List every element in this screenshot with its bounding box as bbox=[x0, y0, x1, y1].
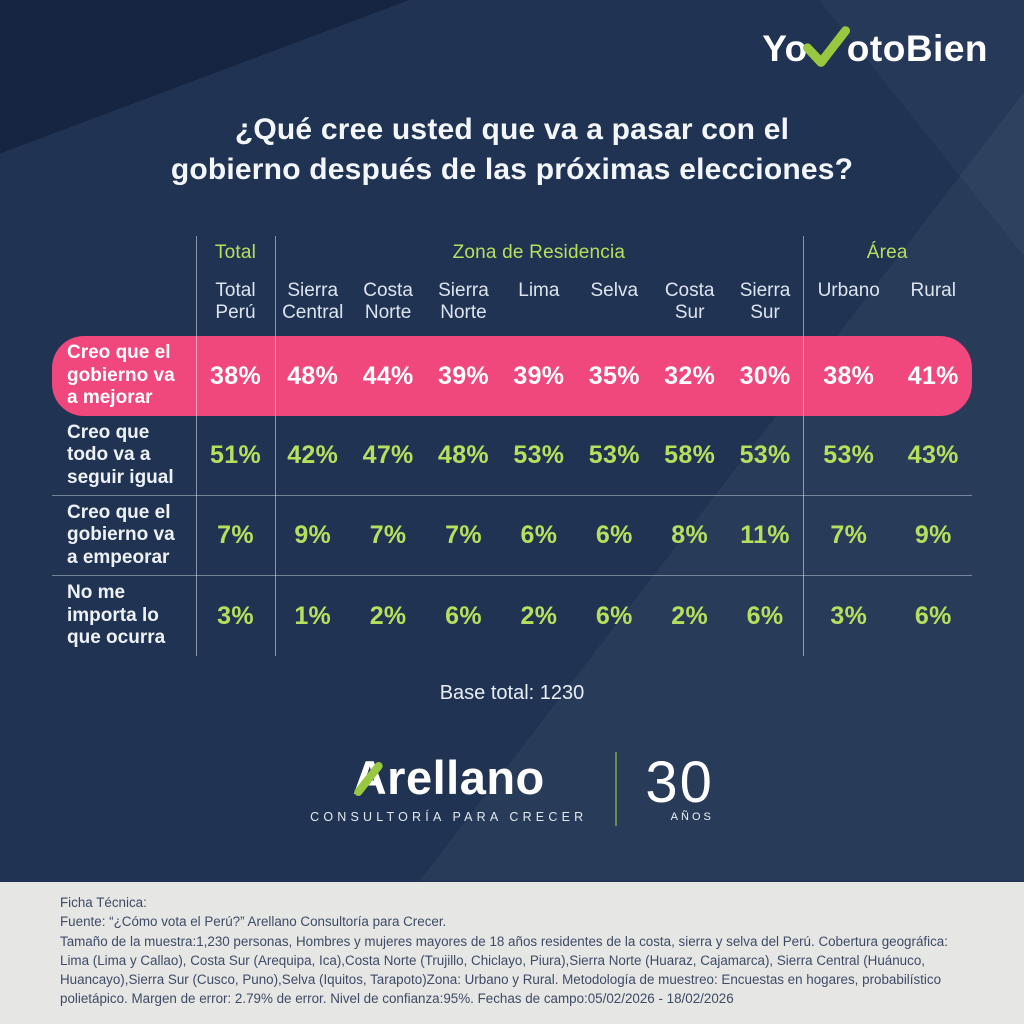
row-label: Creo que todo va a seguir igual bbox=[67, 421, 174, 488]
column-header: Sierra Sur bbox=[739, 280, 791, 323]
column-header-row: Total Perú Sierra Central Costa Norte Sierr… bbox=[52, 270, 972, 336]
value-cell: 38% bbox=[823, 361, 875, 390]
column-header: Selva bbox=[590, 280, 639, 301]
value-cell: 53% bbox=[588, 441, 640, 469]
arellano-wordmark: Arellano bbox=[352, 751, 545, 804]
column-divider bbox=[803, 236, 804, 656]
value-cell: 2% bbox=[369, 601, 407, 630]
column-divider bbox=[275, 236, 276, 656]
value-cell: 47% bbox=[362, 441, 414, 469]
value-cell: 58% bbox=[664, 441, 716, 469]
value-cell: 44% bbox=[362, 361, 414, 390]
value-cell: 48% bbox=[438, 441, 489, 469]
value-cell: 3% bbox=[217, 601, 254, 630]
value-cell: 9% bbox=[294, 521, 332, 549]
anniversary-badge: 30 AÑOS bbox=[645, 749, 714, 824]
value-cell: 3% bbox=[830, 601, 868, 630]
yovotobien-logo: Yo otoBien bbox=[762, 26, 988, 67]
value-cell: 6% bbox=[595, 601, 633, 630]
value-cell: 48% bbox=[287, 361, 339, 390]
value-cell: 8% bbox=[671, 521, 709, 549]
value-cell: 38% bbox=[210, 361, 261, 390]
value-cell: 53% bbox=[739, 441, 791, 469]
column-header: Costa Norte bbox=[363, 280, 413, 323]
value-cell: 30% bbox=[739, 361, 791, 390]
table-row: Creo que el gobierno va a empeorar 7% 9% 7%… bbox=[52, 496, 972, 576]
row-label: Creo que el gobierno va a empeorar bbox=[67, 501, 175, 568]
value-cell: 7% bbox=[830, 521, 868, 549]
arellano-name: Arellano bbox=[352, 751, 545, 804]
row-label: No me importa lo que ocurra bbox=[67, 582, 166, 649]
arellano-logo: Arellano CONSULTORÍA PARA CRECER bbox=[310, 754, 587, 824]
value-cell: 6% bbox=[445, 601, 482, 630]
column-header: Urbano bbox=[817, 280, 880, 301]
value-cell: 2% bbox=[671, 601, 709, 630]
table-row: Creo que todo va a seguir igual 51% 42% 47%… bbox=[52, 416, 972, 496]
logo-text-otobien: otoBien bbox=[846, 28, 988, 69]
value-cell: 42% bbox=[287, 441, 339, 469]
column-header: Costa Sur bbox=[664, 280, 715, 323]
ficha-text: Ficha Técnica: Fuente: “¿Cómo vota el Pe… bbox=[60, 895, 948, 1007]
group-header: Área bbox=[866, 242, 908, 263]
ficha-tecnica: Ficha Técnica: Fuente: “¿Cómo vota el Pe… bbox=[0, 882, 1024, 1024]
value-cell: 51% bbox=[210, 441, 261, 469]
value-cell: 43% bbox=[907, 441, 959, 469]
header-spacer bbox=[52, 270, 196, 336]
value-cell: 35% bbox=[588, 361, 640, 390]
group-header: Total bbox=[214, 242, 257, 263]
base-total: Base total: 1230 bbox=[439, 682, 585, 704]
column-header: Lima bbox=[518, 280, 560, 301]
column-divider bbox=[196, 236, 197, 656]
row-label: Creo que el gobierno va a mejorar bbox=[67, 342, 175, 409]
value-cell: 7% bbox=[369, 521, 407, 549]
anniversary-unit: AÑOS bbox=[670, 811, 714, 824]
value-cell: 39% bbox=[513, 361, 565, 390]
value-cell: 11% bbox=[740, 521, 790, 549]
brand-divider bbox=[615, 752, 618, 826]
value-cell: 7% bbox=[217, 521, 254, 549]
value-cell: 1% bbox=[294, 601, 332, 630]
results-table: Total Zona de Residencia Área Total Perú Sie… bbox=[52, 236, 972, 656]
table-row: No me importa lo que ocurra 3% 1% 2% 6% 2% 6% 2… bbox=[52, 576, 972, 656]
value-cell: 9% bbox=[914, 521, 952, 549]
value-cell: 6% bbox=[914, 601, 952, 630]
logo-text-yo: Yo bbox=[762, 28, 808, 69]
column-header: Total Perú bbox=[215, 280, 256, 323]
anniversary-number: 30 bbox=[645, 749, 714, 815]
value-cell: 41% bbox=[907, 361, 959, 390]
value-cell: 7% bbox=[445, 521, 482, 549]
arellano-brand-block: Arellano CONSULTORÍA PARA CRECER 30 AÑOS bbox=[0, 752, 1024, 826]
group-header-row: Total Zona de Residencia Área bbox=[52, 236, 972, 270]
value-cell: 6% bbox=[520, 521, 558, 549]
table-row: Creo que el gobierno va a mejorar 38% 48% 4… bbox=[52, 336, 972, 416]
arellano-tagline: CONSULTORÍA PARA CRECER bbox=[310, 810, 588, 824]
group-header: Zona de Residencia bbox=[452, 242, 626, 263]
checkmark-icon bbox=[802, 26, 850, 67]
value-cell: 39% bbox=[438, 361, 489, 390]
page-title: ¿Qué cree usted que va a pasar con el go… bbox=[170, 113, 854, 186]
value-cell: 53% bbox=[513, 441, 565, 469]
value-cell: 2% bbox=[520, 601, 558, 630]
value-cell: 6% bbox=[595, 521, 633, 549]
column-header: Sierra Central bbox=[282, 280, 344, 323]
value-cell: 6% bbox=[746, 601, 784, 630]
column-header: Rural bbox=[910, 280, 956, 301]
value-cell: 53% bbox=[823, 441, 875, 469]
column-header: Sierra Norte bbox=[438, 280, 489, 323]
value-cell: 32% bbox=[664, 361, 716, 390]
